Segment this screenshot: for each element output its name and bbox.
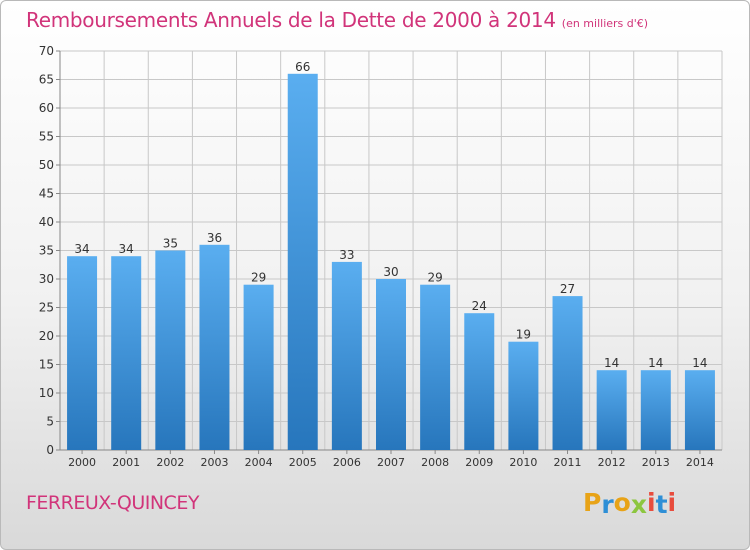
- bar: [376, 279, 406, 450]
- bar: [111, 256, 142, 450]
- bar-value-label: 66: [295, 60, 310, 74]
- chart-title: Remboursements Annuels de la Dette de 20…: [26, 8, 648, 32]
- y-tick-label: 55: [39, 130, 54, 144]
- bar-value-label: 33: [339, 248, 354, 262]
- y-tick-label: 50: [39, 158, 54, 172]
- bar: [420, 284, 451, 450]
- x-tick-label: 2013: [642, 456, 670, 469]
- x-tick-label: 2012: [598, 456, 626, 469]
- x-tick-label: 2004: [245, 456, 273, 469]
- x-tick-label: 2002: [156, 456, 184, 469]
- bar: [508, 341, 539, 450]
- logo-letter: P: [583, 488, 602, 517]
- bar: [67, 256, 98, 450]
- bar-value-label: 14: [604, 356, 619, 370]
- x-tick-label: 2003: [200, 456, 228, 469]
- proxiti-logo: Proxiti: [583, 488, 677, 519]
- y-tick-label: 45: [39, 187, 54, 201]
- y-tick-label: 15: [39, 358, 54, 372]
- logo-letter: i: [647, 488, 656, 517]
- y-tick-label: 65: [39, 73, 54, 87]
- y-tick-label: 0: [46, 443, 54, 457]
- bar-value-label: 36: [207, 231, 222, 245]
- bar-value-label: 14: [692, 356, 707, 370]
- bar: [552, 296, 583, 450]
- bar: [684, 370, 715, 450]
- x-tick-label: 2008: [421, 456, 449, 469]
- commune-name: FERREUX-QUINCEY: [26, 492, 199, 514]
- y-tick-label: 30: [39, 272, 54, 286]
- title-text: Remboursements Annuels de la Dette de 20…: [26, 8, 556, 32]
- y-tick-label: 10: [39, 386, 54, 400]
- bar: [464, 313, 495, 450]
- x-tick-label: 2000: [68, 456, 96, 469]
- y-tick-label: 5: [46, 415, 54, 429]
- y-tick-label: 40: [39, 215, 54, 229]
- x-tick-label: 2001: [112, 456, 140, 469]
- bar: [243, 284, 274, 450]
- bar-value-label: 27: [560, 282, 575, 296]
- x-tick-label: 2006: [333, 456, 361, 469]
- x-tick-label: 2014: [686, 456, 714, 469]
- y-tick-label: 70: [39, 44, 54, 58]
- bar-value-label: 24: [472, 299, 487, 313]
- bar: [596, 370, 627, 450]
- logo-letter: x: [630, 490, 647, 519]
- bar-value-label: 29: [427, 271, 442, 285]
- bar-value-label: 14: [648, 356, 663, 370]
- bar-value-label: 30: [383, 265, 398, 279]
- bar: [331, 261, 362, 450]
- bar: [199, 244, 230, 450]
- bar: [287, 73, 318, 451]
- y-tick-label: 60: [39, 101, 54, 115]
- y-tick-label: 25: [39, 301, 54, 315]
- x-tick-label: 2010: [509, 456, 537, 469]
- y-tick-label: 20: [39, 329, 54, 343]
- bar-value-label: 35: [163, 237, 178, 251]
- bar: [155, 250, 186, 450]
- logo-letter: o: [613, 488, 631, 517]
- bar-value-label: 34: [119, 242, 134, 256]
- logo-letter: i: [667, 488, 677, 517]
- x-tick-label: 2005: [289, 456, 317, 469]
- x-tick-label: 2009: [465, 456, 493, 469]
- logo-letter: r: [601, 490, 614, 519]
- y-tick-label: 35: [39, 244, 54, 258]
- bar-value-label: 34: [74, 242, 89, 256]
- x-tick-label: 2007: [377, 456, 405, 469]
- bar: [640, 370, 671, 450]
- logo-letter: t: [655, 490, 668, 519]
- chart-subtitle: (en milliers d'€): [561, 17, 649, 30]
- x-tick-label: 2011: [554, 456, 582, 469]
- bar-value-label: 29: [251, 271, 266, 285]
- bar-value-label: 19: [516, 328, 531, 342]
